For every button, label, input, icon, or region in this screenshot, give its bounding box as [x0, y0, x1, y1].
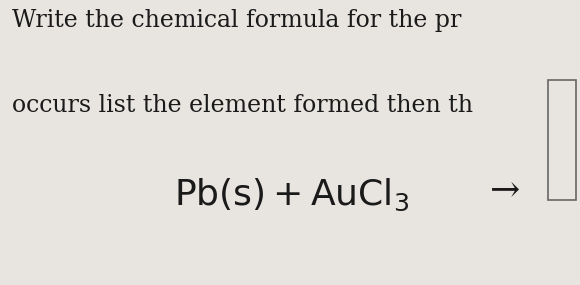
Text: →: → [490, 174, 520, 208]
Text: occurs list the element formed then th: occurs list the element formed then th [12, 94, 473, 117]
Text: $\mathrm{Pb(s) + AuCl_3}$: $\mathrm{Pb(s) + AuCl_3}$ [174, 177, 409, 213]
Text: Write the chemical formula for the pr: Write the chemical formula for the pr [12, 9, 461, 32]
FancyBboxPatch shape [548, 80, 576, 200]
